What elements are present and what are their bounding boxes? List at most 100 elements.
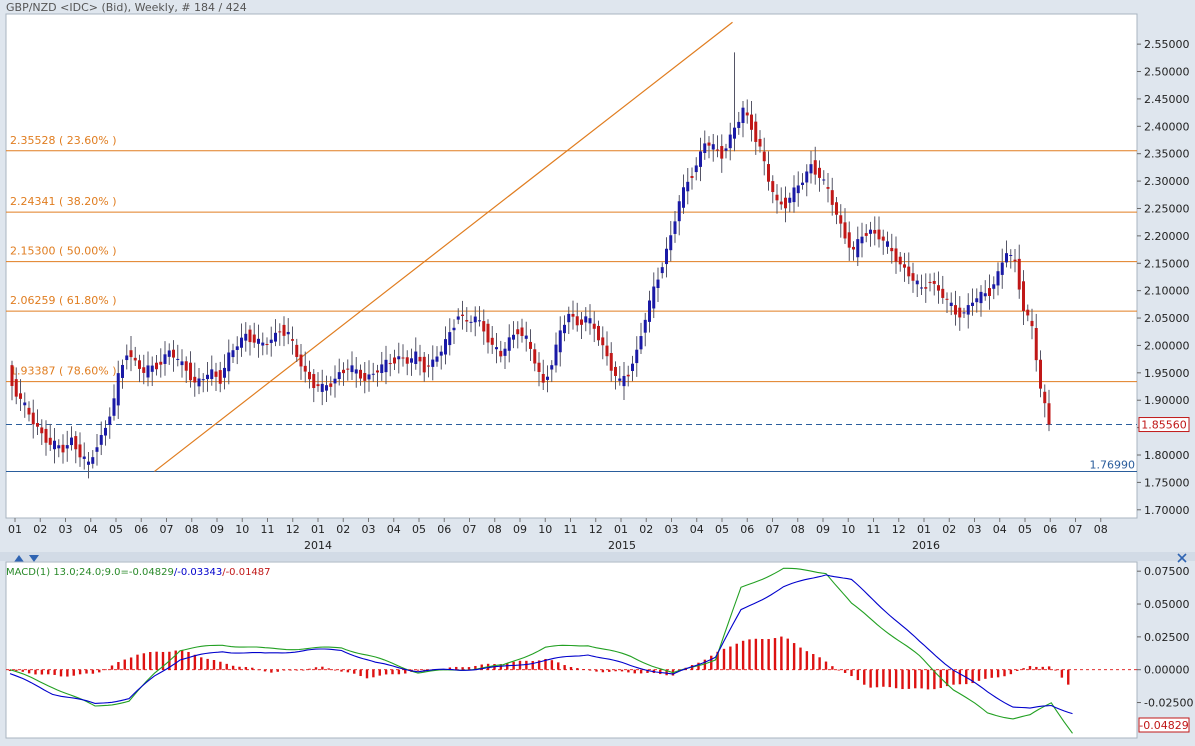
macd-histogram-bar [525, 660, 528, 670]
candle-body [176, 358, 180, 360]
macd-histogram-bar [741, 640, 745, 670]
macd-histogram-bar [850, 669, 853, 677]
candle-body [580, 319, 583, 325]
macd-histogram-bar [8, 669, 12, 672]
candle-body [805, 171, 809, 183]
candle-body [813, 160, 817, 175]
triangle-up-icon[interactable] [14, 555, 24, 562]
macd-axis-label: 0.05000 [1144, 598, 1190, 611]
candle-body [677, 201, 681, 222]
panel-divider[interactable] [0, 552, 1195, 561]
triangle-down-icon[interactable] [29, 555, 39, 562]
candle-body [371, 373, 375, 375]
candle-body [592, 323, 596, 329]
candle-body [546, 376, 549, 380]
macd-histogram-bar [550, 660, 554, 670]
candle-body [945, 298, 949, 300]
price-axis-label: 2.50000 [1144, 66, 1190, 79]
time-axis-label: 06 [134, 523, 148, 536]
macd-histogram-bar [608, 669, 611, 672]
candle-body [329, 383, 333, 387]
price-axis-label: 2.30000 [1144, 175, 1190, 188]
candle-body [320, 383, 324, 392]
time-axis-label: 05 [412, 523, 426, 536]
macd-histogram-bar [187, 651, 190, 670]
macd-histogram-bar [327, 668, 330, 670]
candle-body [860, 236, 864, 244]
candle-body [894, 248, 898, 262]
candle-body [733, 127, 736, 139]
time-axis-label: 09 [513, 523, 527, 536]
time-axis-label: 08 [185, 523, 199, 536]
candle-body [818, 167, 821, 178]
candle-body [244, 333, 248, 341]
macd-panel [5, 561, 1138, 739]
candle-body [465, 320, 469, 322]
fibonacci-retracement[interactable]: 2.35528 ( 23.60% ) 2.24341 ( 38.20% ) 2.15… [6, 134, 1137, 383]
time-axis-label: 09 [210, 523, 224, 536]
macd-legend-value-3: -0.01487 [226, 567, 271, 578]
candle-body [227, 352, 231, 372]
candle-body [928, 281, 932, 283]
macd-histogram-bar [792, 643, 796, 670]
candle-body [716, 149, 719, 151]
time-axis-label: 01 [8, 523, 22, 536]
macd-histogram-bar [467, 667, 471, 670]
candle-body [363, 373, 367, 381]
last-price-marker: 1.85560 [1138, 417, 1190, 433]
macd-histogram-bar [282, 669, 286, 671]
candle-body [796, 185, 800, 194]
candle-body [852, 246, 855, 250]
candle-body [550, 365, 554, 370]
candle-body [529, 341, 532, 349]
candle-body [163, 354, 167, 364]
macd-legend-title: MACD(1) 13.0;24.0;9.0= [6, 567, 129, 578]
macd-histogram-bar [231, 665, 235, 670]
time-axis-label: 04 [690, 523, 704, 536]
macd-histogram-bar [639, 669, 643, 674]
year-label: 2014 [304, 539, 332, 552]
macd-histogram-bar [238, 666, 241, 670]
time-axis-label: 03 [968, 523, 982, 536]
candle-body [248, 329, 252, 343]
time-axis: 01 02 03 04 05 06 07 08 09 10 11 12 01 02 03 04 05 06 07 08… [8, 518, 1108, 552]
candle-body [694, 165, 698, 173]
macd-histogram-bar [1016, 669, 1019, 671]
candle-body [988, 288, 991, 296]
candle-body [563, 324, 566, 334]
close-icon[interactable] [1177, 553, 1187, 563]
time-axis-label: 10 [538, 523, 552, 536]
macd-histogram-bar [901, 669, 904, 690]
macd-histogram-bar [531, 661, 534, 670]
macd-histogram-bar [200, 657, 203, 670]
candle-body [622, 375, 626, 387]
candle-body [265, 343, 269, 345]
macd-histogram-bar [875, 669, 879, 688]
candle-body [724, 148, 728, 151]
candle-body [537, 362, 541, 372]
macd-histogram-bar [996, 669, 1000, 678]
macd-histogram-bar [780, 636, 783, 670]
candle-body [312, 374, 316, 389]
candle-body [869, 229, 872, 234]
candle-body [397, 356, 401, 360]
candle-body [1005, 253, 1008, 263]
macd-histogram-bar [627, 669, 630, 673]
candle-body [830, 190, 834, 205]
macd-histogram-bar [359, 669, 362, 677]
candle-body [299, 354, 303, 367]
candle-body [252, 334, 256, 343]
candle-body [95, 447, 99, 452]
macd-histogram-bar [59, 669, 63, 677]
trendline[interactable] [154, 21, 733, 472]
macd-histogram-bar [958, 669, 962, 685]
candle-body [278, 331, 282, 333]
candle-body [618, 378, 622, 381]
macd-histogram-bar [346, 669, 350, 673]
macd-histogram-bar [818, 657, 821, 670]
macd-histogram-bar [15, 669, 18, 671]
macd-histogram-bar [824, 661, 828, 670]
candle-body [333, 378, 337, 384]
macd-histogram-bar [537, 660, 541, 670]
candle-body [877, 229, 881, 240]
